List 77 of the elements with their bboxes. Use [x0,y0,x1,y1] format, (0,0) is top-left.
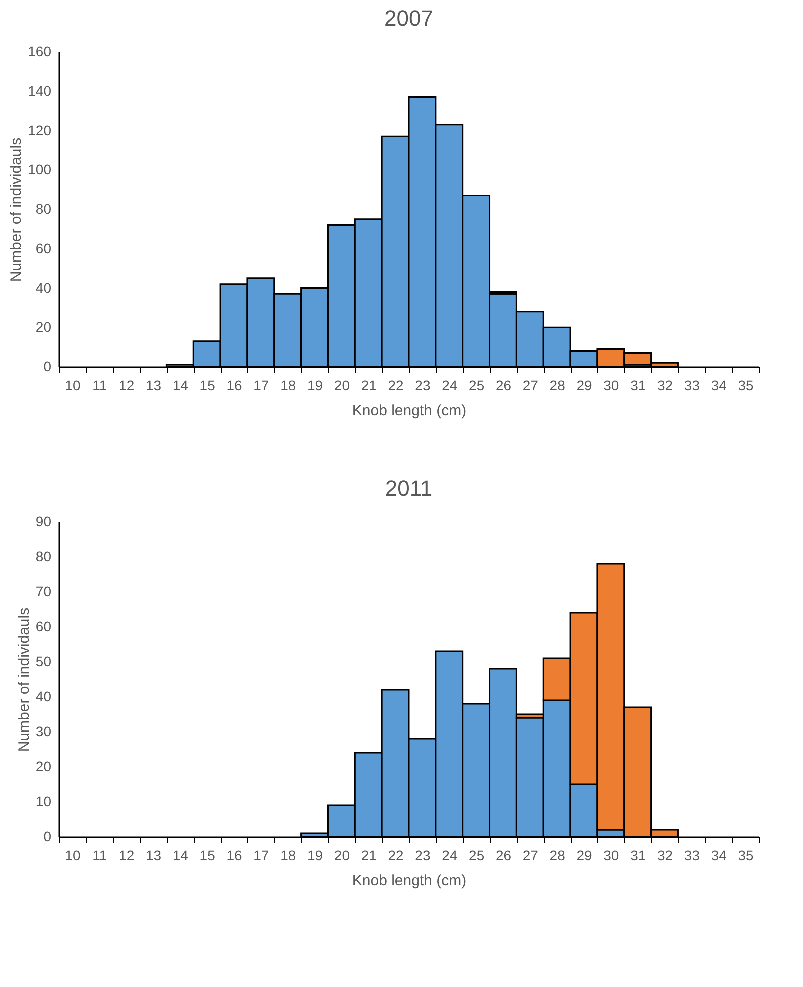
x-tick-label: 11 [92,848,108,864]
x-tick-label: 12 [119,848,135,864]
chart-title: 2011 [385,476,433,501]
x-tick-label: 20 [334,378,350,394]
x-tick-label: 25 [469,848,485,864]
x-tick-label: 35 [738,378,754,394]
y-tick-label: 10 [36,794,52,810]
x-tick-label: 18 [280,848,296,864]
y-tick-label: 160 [28,44,52,60]
x-tick-label: 14 [172,378,189,394]
x-tick-label: 16 [226,378,242,394]
y-axis-title: Number of individauls [8,138,26,282]
y-tick-label: 30 [36,724,52,740]
x-tick-label: 19 [307,848,324,864]
x-tick-label: 15 [200,848,216,864]
x-tick-label: 35 [738,848,754,864]
x-tick-label: 10 [65,378,81,394]
x-axis-title: Knob length (cm) [352,402,467,420]
x-tick-label: 30 [604,378,620,394]
y-tick-label: 60 [36,240,52,256]
x-tick-label: 33 [684,378,700,394]
x-tick-label: 33 [684,848,700,864]
x-tick-label: 21 [361,848,378,864]
x-tick-label: 12 [119,378,135,394]
x-tick-label: 34 [711,848,728,864]
x-axis-title: Knob length (cm) [352,872,467,890]
y-tick-label: 80 [36,201,52,217]
x-tick-label: 23 [415,848,431,864]
x-tick-label: 24 [442,848,458,864]
y-tick-label: 80 [36,548,52,564]
x-tick-label: 28 [550,378,566,394]
x-tick-label: 34 [711,378,728,394]
x-tick-label: 31 [630,848,646,864]
y-tick-label: 140 [28,82,52,99]
y-tick-label: 40 [36,688,52,704]
x-tick-label: 17 [254,378,270,394]
x-tick-label: 22 [388,848,404,864]
x-tick-label: 22 [388,378,404,394]
y-axis-title: Number of individauls [16,608,33,752]
y-tick-label: 0 [44,828,52,844]
x-tick-label: 32 [657,848,674,864]
chart-title: 2007 [384,6,434,31]
x-tick-label: 29 [576,848,592,864]
y-tick-label: 120 [28,122,52,138]
x-tick-label: 25 [469,378,485,394]
y-tick-label: 60 [36,618,52,634]
y-tick-label: 20 [36,319,52,336]
x-tick-label: 11 [92,378,108,394]
x-tick-label: 21 [361,378,378,394]
y-tick-label: 0 [44,358,52,374]
y-tick-label: 90 [36,514,52,530]
x-tick-label: 23 [415,378,431,394]
y-tick-label: 100 [28,162,52,178]
x-tick-label: 31 [630,378,646,394]
x-tick-label: 17 [254,848,270,864]
x-tick-label: 20 [334,848,350,864]
y-tick-label: 20 [36,758,52,774]
x-tick-label: 13 [146,848,162,864]
x-tick-label: 24 [442,378,458,394]
x-tick-label: 18 [280,378,296,394]
x-tick-label: 26 [496,378,512,394]
x-tick-label: 13 [146,378,162,394]
y-tick-label: 70 [36,584,52,600]
x-tick-label: 28 [550,848,566,864]
x-tick-label: 14 [172,848,189,864]
x-tick-label: 16 [226,848,242,864]
x-tick-label: 26 [496,848,512,864]
x-tick-label: 27 [522,848,539,864]
x-tick-label: 30 [604,848,620,864]
y-tick-label: 50 [36,654,52,670]
x-tick-label: 32 [657,378,674,394]
x-tick-label: 10 [65,848,81,864]
y-tick-label: 40 [36,280,52,296]
x-tick-label: 29 [576,378,592,394]
x-tick-label: 15 [200,378,216,394]
x-tick-label: 19 [307,378,324,394]
x-tick-label: 27 [522,378,539,394]
